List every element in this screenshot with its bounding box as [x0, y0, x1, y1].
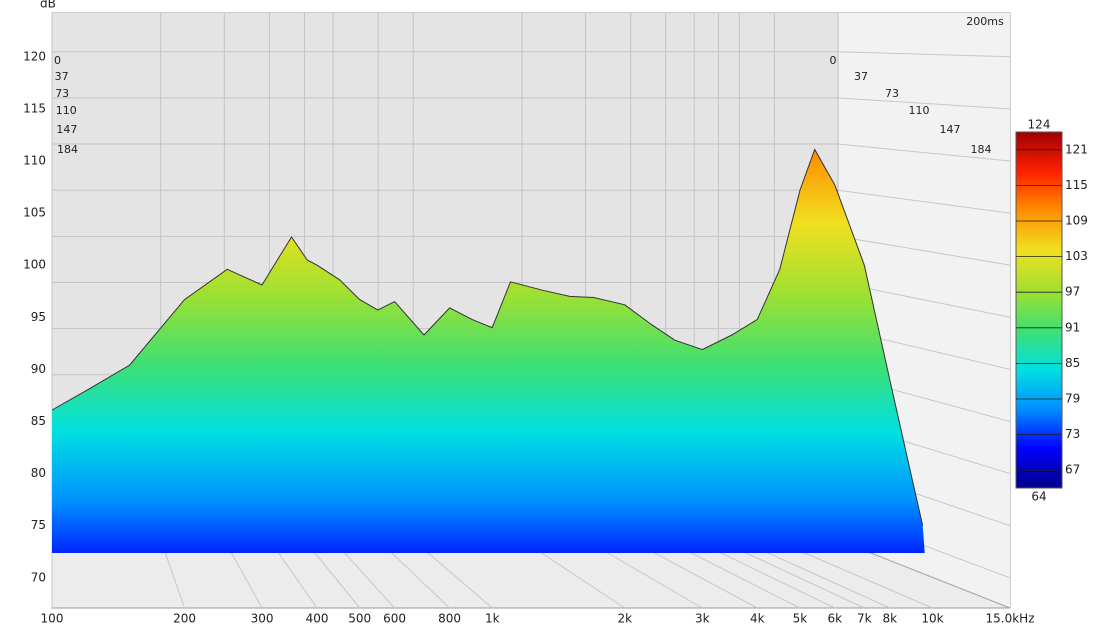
colorbar-tick-label: 109 [1065, 214, 1088, 228]
spectrum-line [51, 148, 924, 526]
x-tick-label: 5k [793, 612, 808, 626]
time-label: 110 [56, 104, 77, 117]
y-tick-label: 105 [23, 206, 46, 220]
y-tick-label: 90 [31, 362, 46, 376]
y-tick-label: 85 [31, 414, 46, 428]
colorbar-tick-label: 85 [1065, 356, 1080, 370]
time-span-label: 200ms [966, 15, 1004, 28]
x-tick-label: 200 [173, 612, 196, 626]
colorbar-tick-label: 67 [1065, 463, 1080, 477]
time-label: 37 [55, 70, 69, 83]
y-tick-label: 120 [23, 49, 46, 63]
time-label: 0 [54, 54, 61, 67]
y-axis-label: dB [40, 0, 56, 11]
x-tick-label: 2k [617, 612, 632, 626]
side-grid-line [837, 189, 1011, 214]
colorbar-tick-label: 115 [1065, 178, 1088, 192]
y-tick-label: 110 [23, 153, 46, 167]
colorbar-tick-label: 91 [1065, 320, 1080, 334]
y-tick-label: 95 [31, 310, 46, 324]
y-tick-label: 100 [23, 258, 46, 272]
time-label: 147 [940, 123, 961, 136]
x-tick-label: 500 [348, 612, 371, 626]
time-label: 0 [830, 54, 837, 67]
x-tick-label: 3k [695, 612, 710, 626]
colorbar-tick-label: 79 [1065, 392, 1080, 406]
x-tick-label: 100 [41, 612, 64, 626]
x-tick-label: 6k [828, 612, 843, 626]
side-grid-line [837, 143, 1011, 162]
time-label: 73 [885, 87, 899, 100]
colorbar-tick-label: 103 [1065, 249, 1088, 263]
x-tick-label: 600 [383, 612, 406, 626]
x-tick-label: 10k [921, 612, 943, 626]
y-tick-label: 80 [31, 466, 46, 480]
colorbar-tick-label: 73 [1065, 427, 1080, 441]
side-grid-line [837, 51, 1011, 58]
y-tick-label: 70 [31, 570, 46, 584]
time-label: 110 [909, 104, 930, 117]
time-label: 37 [854, 70, 868, 83]
spectrum-area [52, 149, 925, 553]
side-grid-line [837, 97, 1011, 110]
x-tick-label: 400 [306, 612, 329, 626]
x-tick-label: 7k [857, 612, 872, 626]
side-grid-line [837, 235, 1011, 266]
x-tick-label: 300 [251, 612, 274, 626]
x-tick-label: 4k [750, 612, 765, 626]
colorbar [1015, 131, 1063, 489]
y-tick-label: 115 [23, 101, 46, 115]
time-label: 73 [55, 87, 69, 100]
time-label: 147 [56, 123, 77, 136]
x-tick-label: 1k [485, 612, 500, 626]
x-tick-label: 15.0kHz [986, 612, 1035, 626]
time-label: 184 [971, 143, 992, 156]
x-tick-label: 800 [438, 612, 461, 626]
x-tick-label: 8k [883, 612, 898, 626]
colorbar-tick-label: 97 [1065, 285, 1080, 299]
time-label: 184 [57, 143, 78, 156]
colorbar-tick-label: 121 [1065, 142, 1088, 156]
colorbar-max-label: 124 [1028, 118, 1051, 132]
colorbar-min-label: 64 [1031, 490, 1046, 504]
y-tick-label: 75 [31, 518, 46, 532]
